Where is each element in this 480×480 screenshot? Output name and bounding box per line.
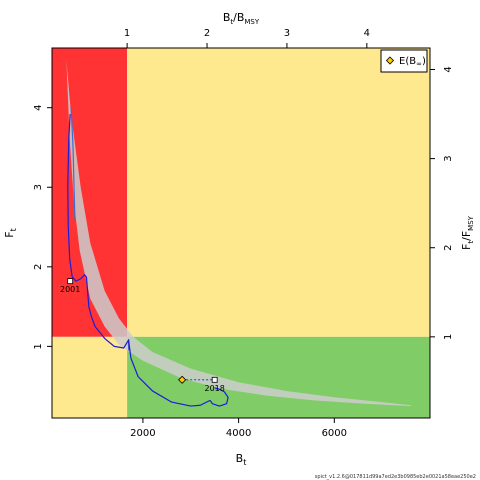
right-tick-label: 4 — [443, 66, 454, 72]
point-marks: 2001 2018 — [60, 278, 225, 393]
y-tick-label: 3 — [33, 184, 44, 190]
top-tick-label: 2 — [204, 28, 210, 39]
top-tick-label: 1 — [124, 28, 130, 39]
x-axis-title: Bt — [236, 452, 247, 467]
axes: 2000 4000 6000 1 2 3 4 1 2 3 4 1 2 3 4 — [33, 28, 454, 439]
year-label-2018: 2018 — [205, 384, 225, 393]
top-axis-title: Bt/BMSY — [223, 11, 260, 26]
y-tick-label: 1 — [33, 343, 44, 349]
year-point-2018 — [211, 376, 218, 383]
x-tick-label: 4000 — [226, 428, 251, 439]
right-axis-title: Ft/FMSY — [460, 215, 475, 250]
series-line-1 — [70, 107, 76, 220]
y-axis-title: Ft — [3, 228, 18, 237]
series-line-0 — [67, 114, 229, 407]
legend: E(B∞) — [380, 49, 428, 73]
zones — [52, 48, 430, 418]
right-tick-label: 1 — [443, 334, 454, 340]
right-tick-label: 2 — [443, 245, 454, 251]
expected-biomass-marker — [178, 375, 187, 384]
top-tick-label: 4 — [364, 28, 370, 39]
year-point-2001 — [67, 278, 74, 285]
legend-label: E(B∞) — [399, 56, 426, 68]
zone-overfishing — [127, 48, 430, 337]
x-tick-label: 2000 — [130, 428, 155, 439]
legend-box — [380, 49, 428, 73]
year-label-2001: 2001 — [60, 285, 80, 294]
footer-version: spict_v1.2.6@017811d99a7ed2e3b0985eb2e00… — [315, 474, 476, 480]
legend-diamond-icon — [385, 56, 395, 65]
x-tick-label: 6000 — [322, 428, 347, 439]
series-lines — [67, 107, 229, 407]
plot-frame — [51, 47, 431, 419]
right-tick-label: 3 — [443, 155, 454, 161]
top-tick-label: 3 — [284, 28, 290, 39]
zone-sustainable — [127, 336, 430, 418]
y-tick-label: 4 — [33, 104, 44, 110]
zone-overfished — [52, 336, 128, 418]
y-tick-label: 2 — [33, 264, 44, 270]
